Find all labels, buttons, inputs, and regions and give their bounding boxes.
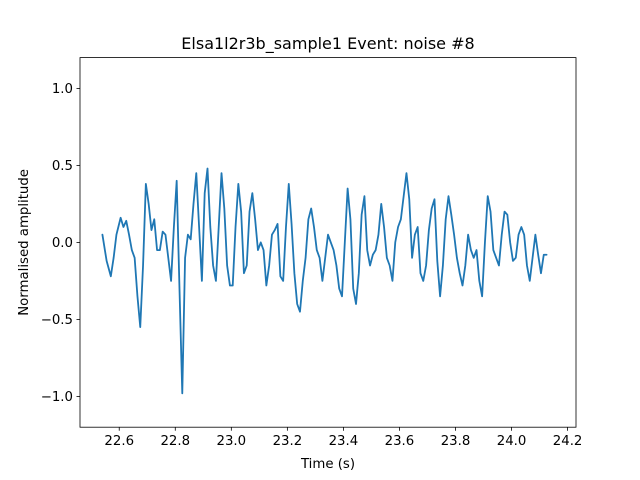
x-tick-label: 23.8	[441, 434, 471, 449]
x-tick-label: 22.6	[104, 434, 134, 449]
x-tick-label: 23.4	[329, 434, 359, 449]
y-tick-label: −1.0	[41, 390, 73, 405]
series-line-0	[101, 167, 548, 395]
y-tick-label: 1.0	[52, 82, 73, 97]
y-tick-label: −0.5	[41, 313, 73, 328]
x-tick-label: 24.0	[497, 434, 527, 449]
plot-area	[101, 167, 548, 395]
x-tick-label: 23.0	[217, 434, 247, 449]
y-axis-label: Normalised amplitude	[17, 169, 32, 316]
x-tick-label: 24.2	[553, 434, 583, 449]
x-tick-label: 22.8	[160, 434, 190, 449]
chart-title: Elsa1l2r3b_sample1 Event: noise #8	[181, 34, 474, 54]
x-axis: 22.6 22.8 23.0 23.2 23.4 23.6 23.8 24.0 24.2	[104, 427, 582, 449]
x-tick-label: 23.2	[273, 434, 303, 449]
x-tick-label: 23.6	[385, 434, 415, 449]
y-tick-label: 0.0	[52, 236, 73, 251]
x-axis-label: Time (s)	[300, 457, 355, 472]
y-axis: 1.0 0.5 0.0 −0.5 −1.0	[41, 82, 80, 405]
y-tick-label: 0.5	[52, 159, 73, 174]
